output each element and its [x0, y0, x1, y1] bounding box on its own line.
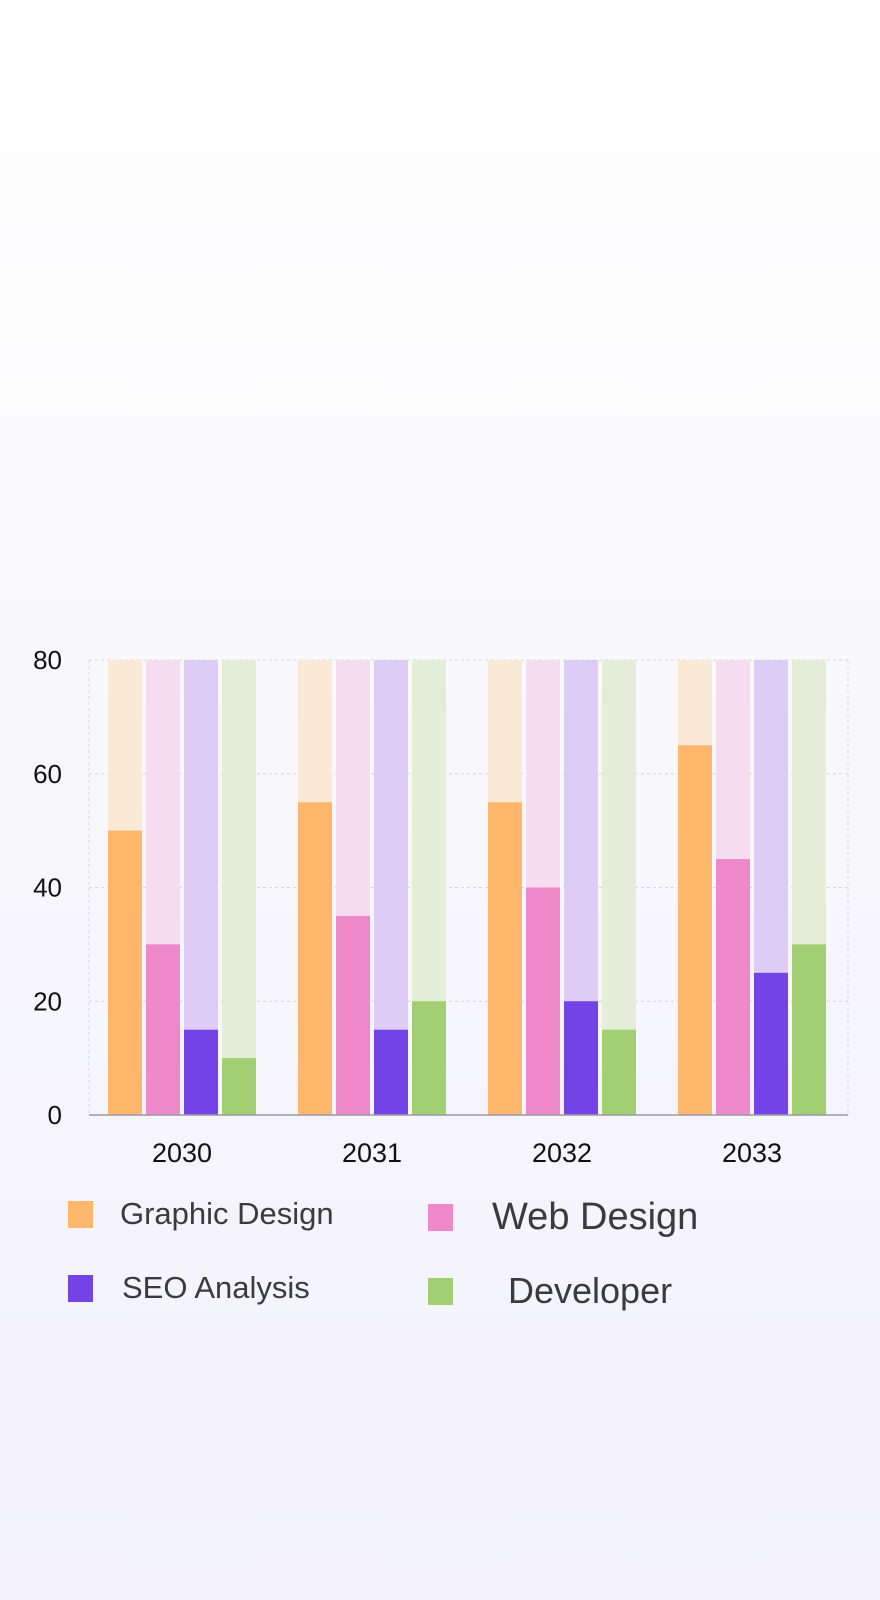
y-tick-label-80: 80 [33, 645, 62, 675]
bar-seo-analysis-2033[interactable] [754, 972, 788, 1115]
legend-item-seo-analysis[interactable]: SEO Analysis [68, 1270, 310, 1306]
legend-label-web-design: Web Design [492, 1196, 699, 1238]
legend-label-seo-analysis: SEO Analysis [122, 1270, 310, 1305]
bar-graphic-design-2031[interactable] [298, 802, 332, 1115]
data-bars [108, 745, 826, 1115]
bar-web-design-2031[interactable] [336, 915, 370, 1115]
x-tick-label-2030: 2030 [152, 1138, 212, 1168]
y-tick-label-60: 60 [33, 759, 62, 789]
bar-developer-2033[interactable] [792, 944, 826, 1115]
bg-bar-developer-2030 [222, 660, 256, 1115]
bar-seo-analysis-2032[interactable] [564, 1001, 598, 1115]
bar-developer-2031[interactable] [412, 1001, 446, 1115]
legend-label-developer: Developer [508, 1270, 673, 1311]
y-tick-label-20: 20 [33, 986, 62, 1016]
bar-developer-2032[interactable] [602, 1029, 636, 1115]
legend-swatch-developer [428, 1277, 453, 1305]
legend-item-graphic-design[interactable]: Graphic Design [68, 1196, 334, 1232]
bar-seo-analysis-2031[interactable] [374, 1029, 408, 1115]
bar-graphic-design-2033[interactable] [678, 745, 712, 1115]
y-tick-label-40: 40 [33, 873, 62, 903]
x-tick-label-2033: 2033 [722, 1138, 782, 1168]
bar-graphic-design-2032[interactable] [488, 802, 522, 1115]
bar-seo-analysis-2030[interactable] [184, 1029, 218, 1115]
x-tick-label-2032: 2032 [532, 1138, 592, 1168]
legend-swatch-graphic-design [68, 1200, 93, 1228]
x-axis-tick-labels: 2030 2031 2032 2033 [152, 1138, 782, 1168]
legend-item-web-design[interactable]: Web Design [428, 1196, 698, 1239]
bar-web-design-2032[interactable] [526, 887, 560, 1116]
bar-web-design-2030[interactable] [146, 944, 180, 1115]
legend-item-developer[interactable]: Developer [428, 1270, 672, 1312]
x-tick-label-2031: 2031 [342, 1138, 402, 1168]
bar-developer-2030[interactable] [222, 1058, 256, 1115]
legend-swatch-web-design [428, 1204, 453, 1231]
chart-legend: Graphic Design Web Design SEO Analysis D… [0, 1196, 880, 1356]
bar-graphic-design-2030[interactable] [108, 830, 142, 1115]
bar-web-design-2033[interactable] [716, 859, 750, 1115]
y-axis-tick-labels: 0 20 40 60 80 [33, 645, 62, 1130]
legend-label-graphic-design: Graphic Design [120, 1196, 334, 1231]
legend-swatch-seo-analysis [68, 1274, 93, 1302]
y-tick-label-0: 0 [48, 1100, 62, 1130]
